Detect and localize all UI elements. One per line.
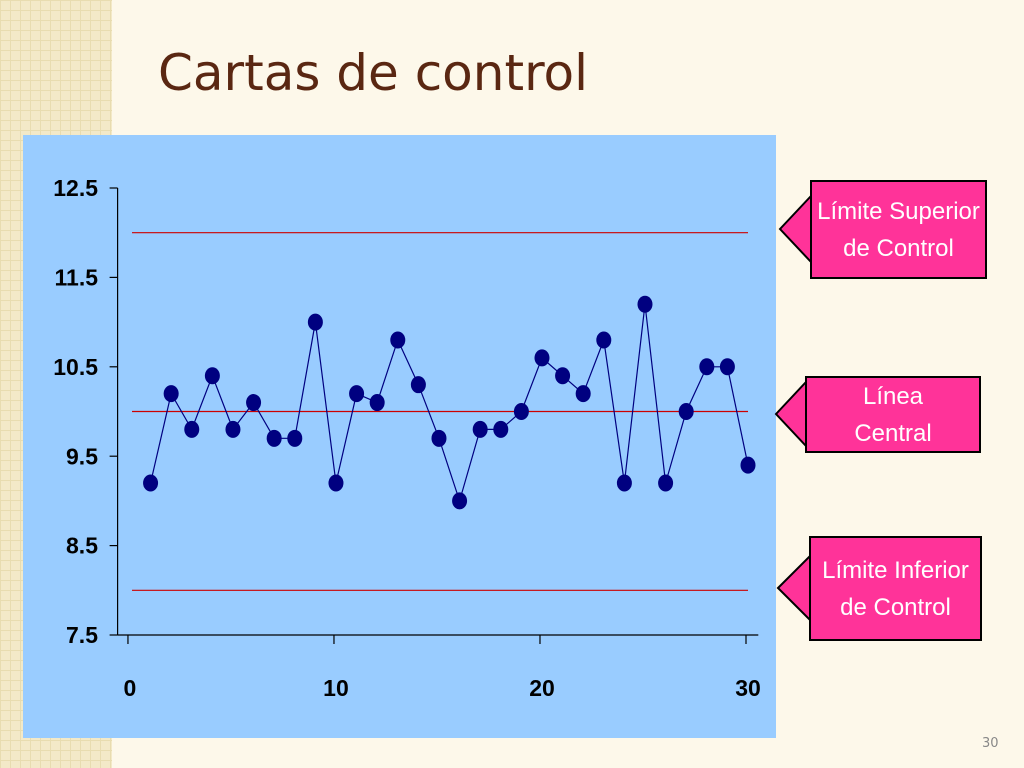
callout-label: Línea Central xyxy=(805,376,981,453)
callout-label: Límite Inferior de Control xyxy=(809,536,982,641)
y-tick-label: 11.5 xyxy=(55,264,99,290)
x-tick-label: 10 xyxy=(323,675,349,701)
data-point xyxy=(616,474,632,492)
data-point xyxy=(204,367,220,385)
y-tick-label: 9.5 xyxy=(66,443,98,469)
data-point xyxy=(575,385,591,403)
y-tick-label: 10.5 xyxy=(53,354,98,380)
data-point xyxy=(596,331,612,349)
data-point xyxy=(349,385,365,403)
data-point xyxy=(472,420,488,438)
callout-box: Línea Central xyxy=(805,376,981,453)
chart-panel xyxy=(23,135,776,738)
data-point xyxy=(431,429,447,447)
data-point xyxy=(225,420,241,438)
data-point xyxy=(740,456,756,474)
y-tick-label: 12.5 xyxy=(53,175,98,201)
data-point xyxy=(410,376,426,394)
data-point xyxy=(143,474,159,492)
data-point xyxy=(637,295,653,313)
callout-box: Límite Superior de Control xyxy=(810,180,987,279)
data-point xyxy=(369,394,385,412)
data-point xyxy=(678,403,694,420)
data-point xyxy=(287,429,303,447)
data-point xyxy=(493,420,509,438)
data-point xyxy=(513,403,529,420)
data-point xyxy=(184,420,200,438)
x-tick-label: 30 xyxy=(735,675,761,701)
data-point xyxy=(719,358,735,376)
callout-arrow xyxy=(778,193,812,265)
data-point xyxy=(307,313,323,331)
x-tick-label: 20 xyxy=(529,675,555,701)
data-point xyxy=(390,331,406,349)
data-point xyxy=(328,474,344,492)
data-point xyxy=(555,367,571,385)
slide-title: Cartas de control xyxy=(158,44,589,102)
x-tick-label: 0 xyxy=(124,675,137,701)
data-point xyxy=(266,429,282,447)
data-point xyxy=(534,349,550,367)
callout-box: Límite Inferior de Control xyxy=(809,536,982,641)
data-point xyxy=(452,492,468,510)
y-tick-label: 7.5 xyxy=(66,622,98,648)
y-tick-label: 8.5 xyxy=(66,533,98,559)
page-number: 30 xyxy=(982,736,999,751)
data-point xyxy=(658,474,674,492)
callout-arrow xyxy=(774,379,807,449)
callout-arrow xyxy=(776,553,811,623)
data-point xyxy=(246,394,262,412)
callout-label: Límite Superior de Control xyxy=(810,180,987,279)
data-point xyxy=(163,385,179,403)
data-point xyxy=(699,358,715,376)
